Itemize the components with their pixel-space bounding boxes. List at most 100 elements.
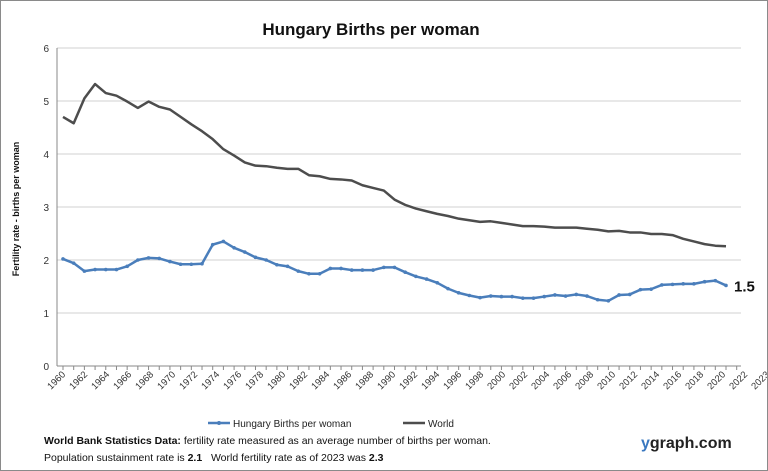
chart-title: Hungary Births per woman xyxy=(262,20,479,39)
data-point xyxy=(478,295,482,300)
series-line-world xyxy=(62,82,727,248)
y-tick-label: 2 xyxy=(43,256,49,267)
data-point xyxy=(146,256,151,260)
data-point xyxy=(595,297,600,302)
x-tick-label: 2000 xyxy=(485,369,508,392)
brand-logo[interactable]: ygraph.com xyxy=(641,435,732,453)
x-tick-label: 2004 xyxy=(529,369,552,392)
data-point xyxy=(424,277,429,281)
data-point xyxy=(200,261,204,266)
x-tick-label: 1982 xyxy=(287,369,310,392)
x-tick-label: 1994 xyxy=(419,369,442,392)
x-tick-label: 2012 xyxy=(617,369,640,392)
data-point xyxy=(392,265,397,270)
x-tick-label: 2014 xyxy=(639,369,662,392)
x-tick-label: 2008 xyxy=(573,369,596,392)
end-value-label: 1.5 xyxy=(734,278,755,295)
legend-marker xyxy=(217,421,221,425)
footer-description: fertility rate measured as an average nu… xyxy=(180,435,491,447)
data-point xyxy=(606,299,611,303)
data-point xyxy=(724,283,728,288)
x-tick-label: 1972 xyxy=(177,369,200,392)
series-line-hungary-births-per-woman xyxy=(62,240,727,303)
data-point xyxy=(414,274,418,279)
x-tick-label: 2010 xyxy=(595,369,618,392)
data-point xyxy=(136,258,140,262)
brand-logo-text: graph.com xyxy=(649,435,732,452)
data-point xyxy=(285,264,290,269)
data-point xyxy=(510,294,514,299)
data-point xyxy=(61,257,65,261)
x-tick-label: 1990 xyxy=(375,369,398,392)
data-point xyxy=(467,293,472,298)
footer-sustainment-value: 2.1 xyxy=(187,452,203,464)
data-point xyxy=(210,242,215,247)
x-tick-label: 2022 xyxy=(727,369,750,392)
y-tick-label: 3 xyxy=(43,203,49,214)
x-tick-label: 1992 xyxy=(397,369,420,392)
data-point xyxy=(221,239,226,244)
x-tick-label: 1980 xyxy=(265,369,288,392)
data-point xyxy=(296,269,301,273)
data-point xyxy=(178,262,183,267)
data-point xyxy=(456,291,461,295)
x-tick-label: 2002 xyxy=(507,369,530,392)
data-point xyxy=(670,282,675,287)
x-tick-label: 1984 xyxy=(309,369,332,392)
x-tick-label: 1976 xyxy=(221,369,244,392)
data-point xyxy=(542,294,547,299)
data-point xyxy=(638,287,643,292)
data-point xyxy=(232,246,236,250)
data-point xyxy=(574,292,579,297)
data-point xyxy=(382,265,386,270)
data-point xyxy=(103,267,108,272)
footer-line-2: Population sustainment rate is 2.1 World… xyxy=(44,452,384,464)
data-point xyxy=(585,294,589,298)
x-tick-label: 1970 xyxy=(155,369,178,392)
data-point xyxy=(275,262,279,267)
data-point xyxy=(446,286,450,291)
data-point xyxy=(189,262,194,267)
legend-label: Hungary Births per woman xyxy=(233,419,351,430)
footer-line-1: World Bank Statistics Data: fertility ra… xyxy=(44,435,491,447)
data-point xyxy=(328,266,333,271)
data-point xyxy=(521,296,525,300)
data-point xyxy=(660,283,664,287)
y-tick-label: 5 xyxy=(43,97,49,108)
x-tick-label: 2016 xyxy=(661,369,684,392)
x-tick-label: 1966 xyxy=(111,369,134,392)
data-point xyxy=(627,292,632,297)
data-point xyxy=(93,267,97,272)
data-point xyxy=(317,271,322,276)
x-tick-label: 1964 xyxy=(89,369,112,392)
x-tick-label: 2020 xyxy=(705,369,728,392)
brand-logo-y: y xyxy=(641,435,650,452)
x-tick-label: 1996 xyxy=(441,369,464,392)
y-tick-label: 0 xyxy=(43,362,49,373)
data-point xyxy=(264,258,268,262)
data-point xyxy=(360,268,365,272)
legend-label: World xyxy=(428,419,454,430)
data-point xyxy=(702,279,707,284)
y-tick-label: 1 xyxy=(43,309,49,320)
x-tick-label: 1962 xyxy=(67,369,90,392)
data-point xyxy=(371,268,375,272)
x-tick-label: 1998 xyxy=(463,369,486,392)
data-point xyxy=(692,282,696,286)
footer-sustainment-text: Population sustainment rate is xyxy=(44,452,188,464)
data-point xyxy=(617,293,621,297)
data-point xyxy=(307,271,311,276)
data-point xyxy=(71,261,76,265)
data-point xyxy=(339,266,343,271)
data-point xyxy=(82,269,87,273)
data-point xyxy=(157,256,162,261)
y-tick-label: 4 xyxy=(43,150,49,161)
x-tick-label: 1988 xyxy=(353,369,376,392)
data-point xyxy=(488,294,493,298)
x-tick-label: 2018 xyxy=(683,369,706,392)
data-point xyxy=(681,282,686,286)
footer-world-value: 2.3 xyxy=(368,452,384,464)
data-point xyxy=(253,255,258,260)
data-point xyxy=(713,278,718,283)
